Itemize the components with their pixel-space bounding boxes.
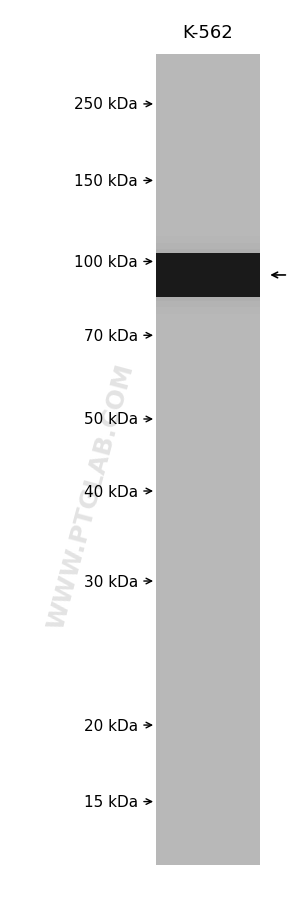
Bar: [156, 250, 260, 256]
Text: 50 kDa: 50 kDa: [84, 412, 138, 427]
Text: 70 kDa: 70 kDa: [84, 328, 138, 344]
Text: WWW.PTGLAB.COM: WWW.PTGLAB.COM: [44, 361, 138, 631]
Bar: [156, 244, 260, 256]
Bar: [156, 237, 260, 256]
Text: 100 kDa: 100 kDa: [74, 254, 138, 270]
Text: 20 kDa: 20 kDa: [84, 718, 138, 732]
Bar: [156, 55, 260, 865]
Bar: [156, 254, 260, 298]
Text: 30 kDa: 30 kDa: [84, 574, 138, 589]
Text: 15 kDa: 15 kDa: [84, 794, 138, 809]
Text: 40 kDa: 40 kDa: [84, 484, 138, 499]
Text: 150 kDa: 150 kDa: [74, 174, 138, 189]
Bar: [156, 296, 260, 302]
Text: K-562: K-562: [183, 23, 233, 41]
Text: 250 kDa: 250 kDa: [74, 97, 138, 112]
Bar: [156, 296, 260, 308]
Bar: [156, 296, 260, 314]
